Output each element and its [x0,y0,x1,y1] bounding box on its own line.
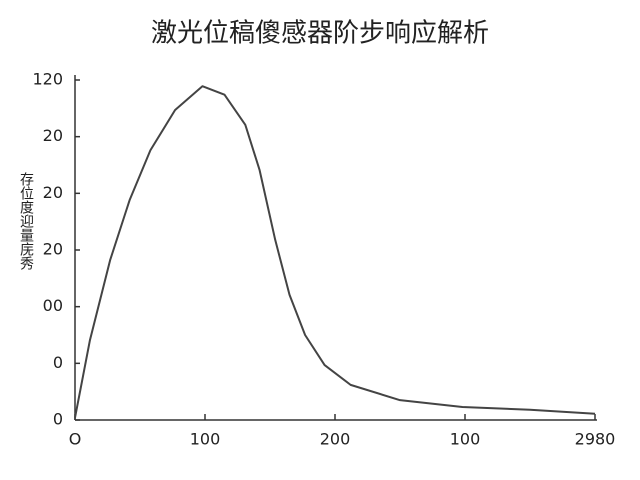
x-tick-label: 2980 [575,430,616,449]
x-tick-label: 200 [320,430,351,449]
y-tick-label: 20 [43,126,63,145]
y-tick-label: 0 [53,410,63,429]
x-tick-label: 100 [190,430,221,449]
x-tick-label: 100 [450,430,481,449]
y-tick-label: 00 [43,296,63,315]
x-tick-label: O [69,430,82,449]
chart-title: 激光位稿傻感器阶步响应解析 [151,19,489,49]
y-tick-label: 20 [43,183,63,202]
line-series [74,85,596,418]
y-axis-label: 存位度迎量庑秀 [18,172,34,271]
y-tick-label: 20 [43,240,63,259]
y-tick-label: 120 [32,70,63,89]
y-tick-label: 0 [53,353,63,372]
